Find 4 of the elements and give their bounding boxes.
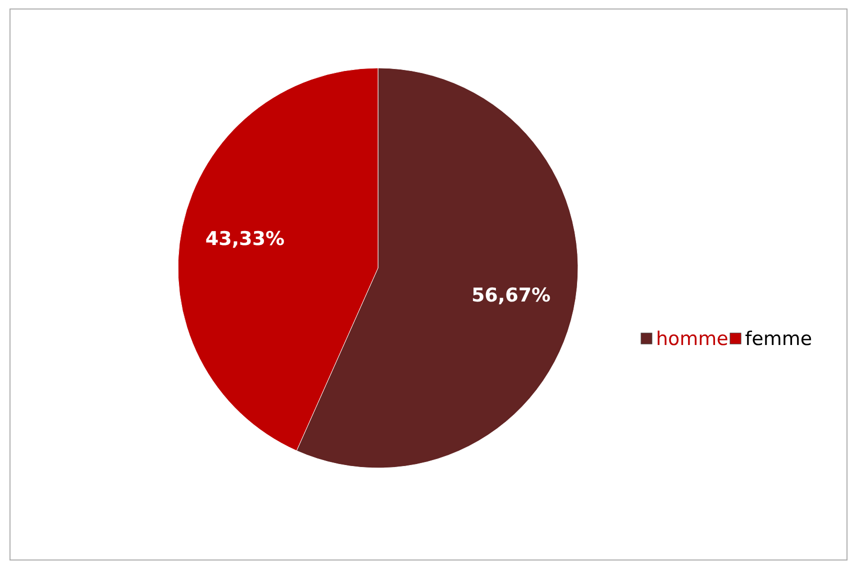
data-label: 43,33%: [205, 228, 285, 250]
legend-label: homme: [656, 328, 728, 350]
legend-label: femme: [745, 328, 812, 350]
data-label: 56,67%: [471, 284, 551, 306]
